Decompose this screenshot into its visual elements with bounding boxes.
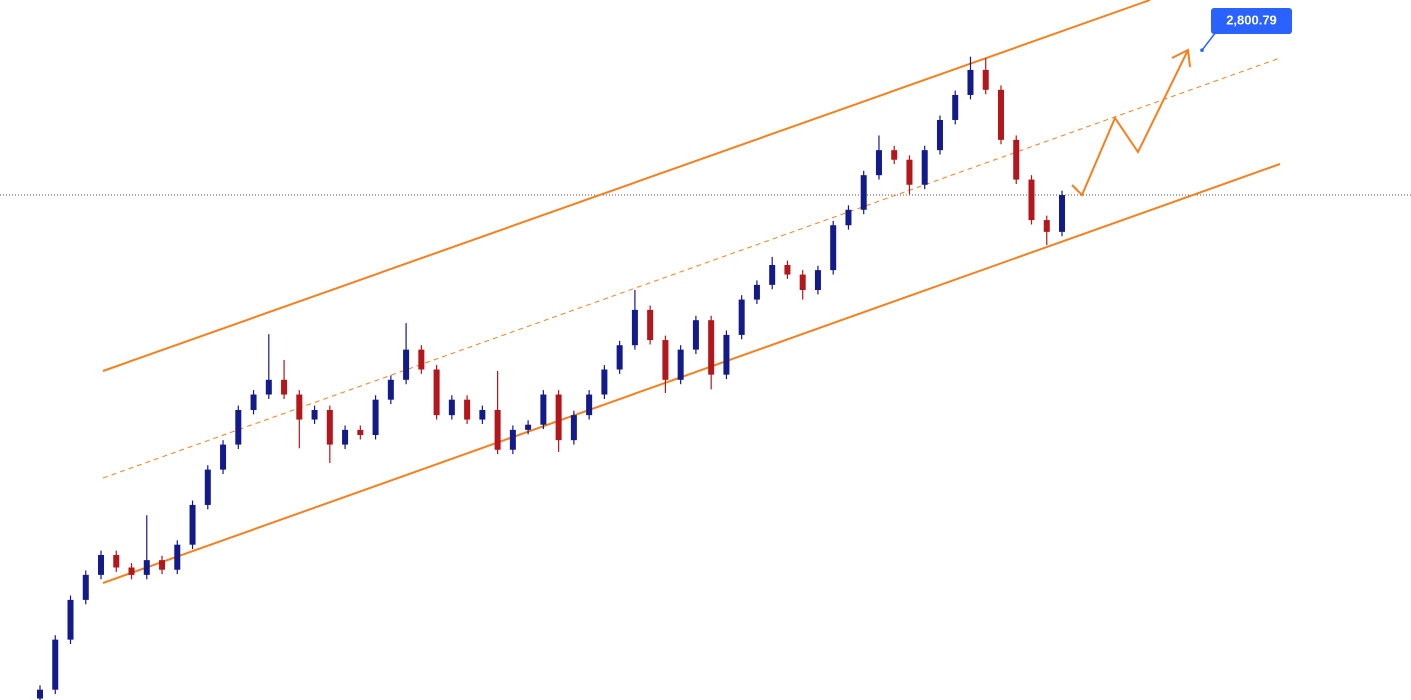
price-tag-pointer <box>1201 31 1217 51</box>
forecast-arrowhead <box>1171 48 1191 68</box>
candle-body <box>891 150 898 160</box>
candle-body <box>875 150 882 176</box>
candle-body <box>265 379 272 395</box>
candle-body <box>418 349 425 370</box>
candle-body <box>128 567 135 575</box>
candle-body <box>98 554 105 575</box>
candle-body <box>448 399 455 416</box>
candle-body <box>433 369 440 416</box>
candle-body <box>220 444 227 470</box>
candle-body <box>37 689 43 699</box>
candle-body <box>1043 220 1050 232</box>
candle-body <box>616 345 623 370</box>
price-tag-box <box>1211 8 1292 34</box>
candle-body <box>342 429 349 445</box>
candle-body <box>479 409 486 420</box>
candle-body <box>662 340 669 380</box>
candle-body <box>540 394 547 425</box>
candle-body <box>387 379 394 400</box>
candle-body <box>936 119 943 151</box>
candle-body <box>357 429 364 436</box>
candle-body <box>631 309 638 346</box>
candle-body <box>82 574 89 600</box>
candle-body <box>647 309 654 341</box>
price-tag: 2,800.79 <box>1200 8 1292 53</box>
candle-body <box>174 544 181 570</box>
candle-body <box>52 639 59 690</box>
candle-body <box>708 320 715 375</box>
candle-body <box>570 415 577 441</box>
channel-upper <box>102 0 1151 372</box>
candle-body <box>67 599 74 640</box>
channel-lower <box>102 163 1281 584</box>
candle-body <box>509 429 516 450</box>
candle-body <box>799 274 806 291</box>
candle-body <box>967 69 974 95</box>
candle-body <box>372 399 379 436</box>
candle-body <box>738 299 745 335</box>
candle-body <box>311 409 318 420</box>
candle-body <box>784 264 791 275</box>
candle-body <box>204 469 211 505</box>
candle-body <box>692 320 699 350</box>
candle-body <box>525 424 532 430</box>
candle-body <box>921 150 928 185</box>
candle-body <box>860 175 867 210</box>
candle-body <box>296 394 303 420</box>
candle-body <box>250 394 257 410</box>
candle-body <box>723 334 730 375</box>
candle-body <box>326 409 333 445</box>
forecast-path <box>1071 49 1189 197</box>
candle-body <box>982 69 989 90</box>
candle-body <box>814 270 821 291</box>
channel-middle <box>102 57 1281 479</box>
channel <box>102 0 1281 584</box>
price-tag-label: 2,800.79 <box>1226 12 1277 27</box>
candle-body <box>830 225 837 271</box>
candle-body <box>235 409 242 445</box>
candle-body <box>586 394 593 416</box>
candle-body <box>464 399 471 420</box>
candle-body <box>494 409 501 450</box>
candle-body <box>555 394 562 441</box>
candle-body <box>769 264 776 285</box>
candle-body <box>1028 179 1035 221</box>
candle-body <box>113 554 120 568</box>
candle-body <box>143 560 150 575</box>
candle-body <box>1013 139 1020 180</box>
candle-body <box>601 369 608 395</box>
candle-body <box>997 89 1004 140</box>
candle-body <box>189 504 196 545</box>
candle-body <box>1059 195 1065 232</box>
candle-body <box>677 349 684 380</box>
candle-body <box>281 379 288 395</box>
candle-body <box>952 94 959 120</box>
candles <box>37 56 1065 700</box>
candle-body <box>906 159 913 185</box>
candle-body <box>403 349 410 380</box>
candle-body <box>845 209 852 226</box>
candle-body <box>159 560 166 570</box>
candle-body <box>753 284 760 300</box>
price-tag-point <box>1200 48 1204 53</box>
